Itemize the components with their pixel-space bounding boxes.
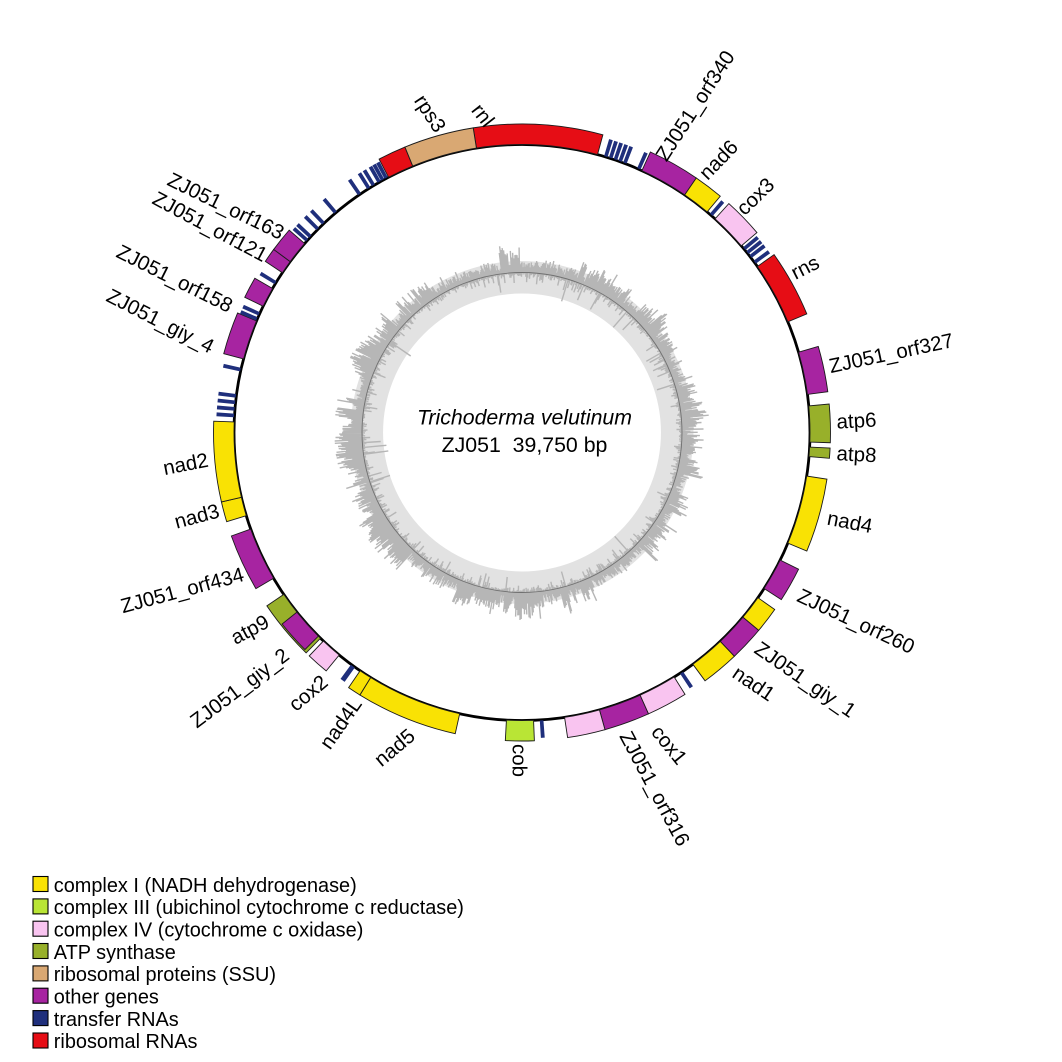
svg-text:ribosomal RNAs: ribosomal RNAs <box>54 1031 198 1053</box>
svg-text:transfer RNAs: transfer RNAs <box>54 1009 179 1031</box>
svg-text:ribosomal proteins (SSU): ribosomal proteins (SSU) <box>54 964 276 986</box>
svg-text:atp6: atp6 <box>836 409 877 434</box>
svg-text:atp8: atp8 <box>836 442 877 467</box>
svg-text:ATP synthase: ATP synthase <box>54 942 176 964</box>
svg-text:cob: cob <box>507 744 530 777</box>
svg-text:complex IV (cytochrome c oxida: complex IV (cytochrome c oxidase) <box>54 920 364 942</box>
svg-text:complex III (ubichinol cytochr: complex III (ubichinol cytochrome c redu… <box>54 897 464 919</box>
svg-text:Trichoderma velutinum: Trichoderma velutinum <box>417 405 632 429</box>
svg-text:ZJ051 39,750 bp: ZJ051 39,750 bp <box>442 433 608 457</box>
svg-text:complex I (NADH dehydrogenase): complex I (NADH dehydrogenase) <box>54 875 357 897</box>
svg-text:other genes: other genes <box>54 987 159 1009</box>
